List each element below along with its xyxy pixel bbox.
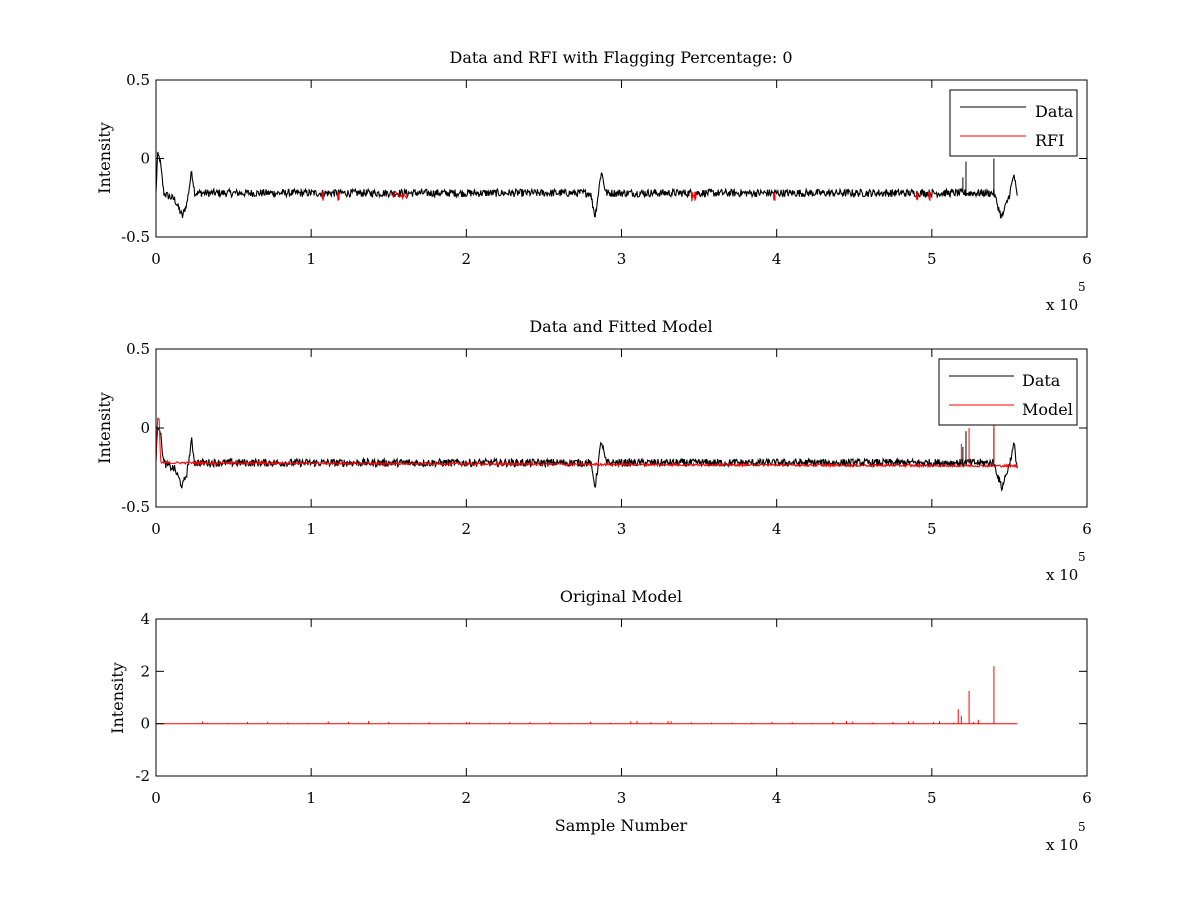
rfi-segment — [915, 192, 919, 201]
panel-2-plot-area: 0 1 2 3 4 5 6-0.500.5 — [121, 340, 1092, 538]
x-tick-label: 5 — [927, 789, 937, 807]
x-tick-label: 1 — [306, 520, 316, 538]
panel-1-series-group — [156, 151, 1018, 219]
x-tick-label: 6 — [1082, 789, 1092, 807]
x-tick-label: 4 — [772, 250, 782, 268]
panel-2-ylabel: Intensity — [95, 392, 114, 464]
x-tick-label: 1 — [306, 250, 316, 268]
panel-2-legend: Data Model — [938, 358, 1078, 426]
x-tick-label: 0 — [151, 250, 161, 268]
x-tick-label: 4 — [772, 520, 782, 538]
panel-1-ylabel: Intensity — [95, 122, 114, 194]
panel-3-ylabel: Intensity — [108, 662, 127, 734]
x-tick-label: 3 — [617, 250, 627, 268]
x-tick-label: 0 — [151, 520, 161, 538]
series-line-data — [156, 426, 1018, 492]
panel-3-x-multiplier: x 10 — [1046, 836, 1078, 854]
x-tick-label: 3 — [617, 789, 627, 807]
legend-box — [938, 358, 1078, 426]
x-tick-label: 5 — [927, 250, 937, 268]
rfi-segment — [321, 191, 325, 201]
x-tick-label: 3 — [617, 520, 627, 538]
panel-1-title: Data and RFI with Flagging Percentage: 0 — [449, 48, 792, 67]
legend-label-data: Data — [1022, 371, 1061, 390]
y-tick-label: -2 — [135, 767, 150, 785]
panel-1-x-exponent: 5 — [1078, 280, 1086, 294]
panel-1-legend: Data RFI — [949, 89, 1078, 157]
x-tick-label: 2 — [462, 789, 472, 807]
series-line-model — [156, 416, 1018, 469]
panel-2-series-group — [156, 416, 1018, 492]
panel-1-x-multiplier: x 10 — [1046, 296, 1078, 314]
rfi-segment — [928, 191, 931, 201]
x-tick-label: 2 — [462, 520, 472, 538]
y-tick-label: 0 — [140, 715, 150, 733]
x-tick-label: 6 — [1082, 520, 1092, 538]
panel-1-plot-area: 0 1 2 3 4 5 6-0.500.5 — [121, 71, 1092, 268]
panel-2-title: Data and Fitted Model — [529, 317, 712, 336]
panel-3: Original Model Intensity Sample Number 0… — [108, 587, 1092, 854]
rfi-segment — [773, 192, 776, 201]
series-line-data — [156, 151, 1018, 219]
rfi-segment — [690, 192, 694, 202]
panel-2-x-multiplier: x 10 — [1046, 566, 1078, 584]
legend-label-model: Model — [1022, 400, 1073, 419]
y-tick-label: -0.5 — [121, 228, 150, 246]
panel-1: Data and RFI with Flagging Percentage: 0… — [95, 48, 1092, 314]
panel-2: Data and Fitted Model Intensity 0 1 2 3 4 5 6 -… — [95, 317, 1092, 584]
x-tick-label: 1 — [306, 789, 316, 807]
y-tick-label: -0.5 — [121, 498, 150, 516]
legend-box — [949, 89, 1078, 157]
x-tick-label: 6 — [1082, 250, 1092, 268]
legend-label-data: Data — [1035, 102, 1074, 121]
legend-label-rfi: RFI — [1035, 131, 1064, 150]
x-tick-label: 0 — [151, 789, 161, 807]
x-tick-label: 2 — [462, 250, 472, 268]
y-tick-label: 2 — [140, 662, 150, 680]
y-tick-label: 0 — [140, 419, 150, 437]
rfi-segment — [391, 190, 408, 201]
panel-3-title: Original Model — [560, 587, 682, 606]
y-tick-label: 0.5 — [126, 340, 150, 358]
rfi-segment — [337, 191, 340, 201]
panel-3-series-group — [156, 666, 1018, 725]
panel-3-x-exponent: 5 — [1078, 820, 1086, 834]
y-tick-label: 0.5 — [126, 71, 150, 89]
rfi-segment — [693, 191, 697, 201]
x-tick-label: 5 — [927, 520, 937, 538]
y-tick-label: 0 — [140, 150, 150, 168]
panel-3-xlabel: Sample Number — [555, 816, 688, 835]
x-tick-label: 4 — [772, 789, 782, 807]
panel-2-x-exponent: 5 — [1078, 550, 1086, 564]
y-tick-label: 4 — [140, 610, 150, 628]
